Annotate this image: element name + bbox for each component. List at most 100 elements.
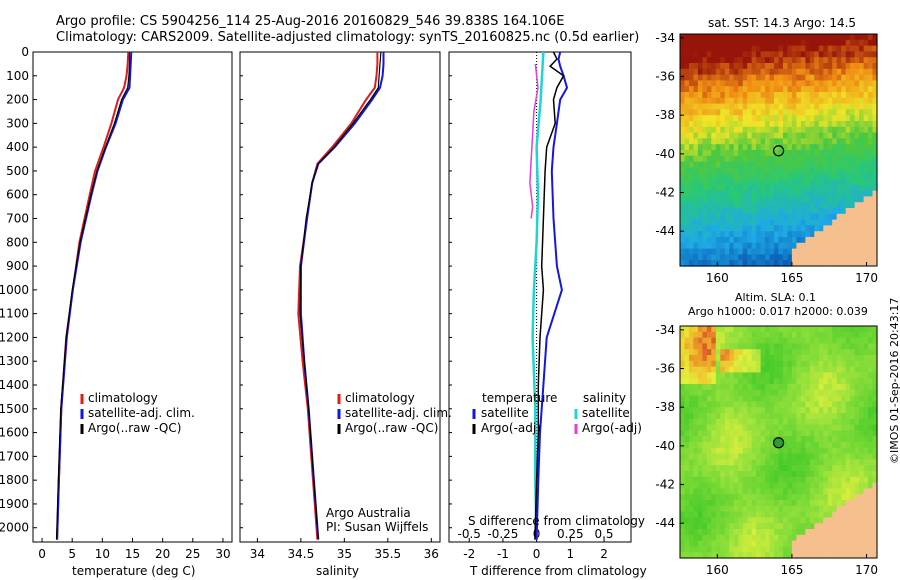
map-cell	[760, 202, 766, 209]
map-cell	[756, 103, 762, 110]
map-cell	[805, 57, 811, 64]
map-cell	[733, 523, 739, 530]
map-cell	[800, 80, 806, 87]
map-cell	[697, 196, 703, 203]
map-cell	[706, 219, 712, 226]
land-cell	[850, 511, 856, 518]
map-cell	[756, 534, 762, 542]
map-cell	[733, 97, 739, 105]
land-cell	[841, 260, 847, 267]
map-cell	[684, 331, 690, 339]
map-cell	[702, 51, 708, 58]
map-cell	[809, 459, 815, 466]
map-cell	[827, 155, 833, 163]
map-cell	[689, 395, 695, 402]
map-cell	[823, 115, 829, 122]
land-cell	[832, 242, 838, 250]
map-cell	[841, 86, 847, 93]
map-cell	[765, 196, 771, 203]
map-cell	[832, 453, 838, 460]
map-cell	[841, 453, 847, 460]
map-cell	[778, 150, 784, 157]
map-cell	[689, 231, 695, 238]
map-cell	[841, 115, 847, 122]
land-cell	[832, 552, 838, 559]
map-cell	[796, 331, 802, 339]
map-cell	[814, 161, 820, 168]
map-cell	[765, 395, 771, 402]
land-cell	[868, 260, 874, 267]
map-cell	[872, 326, 878, 333]
land-cell	[854, 500, 860, 507]
map-cell	[680, 173, 686, 180]
map-cell	[774, 378, 780, 385]
map-cell	[697, 360, 703, 368]
map-cell	[800, 529, 806, 536]
map-cell	[769, 115, 775, 122]
map-cell	[715, 511, 721, 518]
map-cell	[680, 552, 686, 559]
map-cell	[760, 103, 766, 110]
map-cell	[818, 144, 824, 151]
map-cell	[693, 68, 699, 76]
map-cell	[693, 260, 699, 267]
map-cell	[818, 366, 824, 373]
land-cell	[845, 254, 851, 261]
map-cell	[769, 517, 775, 524]
map-cell	[805, 494, 811, 501]
map-cell	[774, 500, 780, 507]
map-cell	[805, 39, 811, 47]
map-cell	[706, 471, 712, 478]
map-cell	[827, 500, 833, 507]
map-cell	[868, 389, 874, 397]
map-cell	[724, 465, 730, 472]
map-cell	[872, 51, 878, 58]
map-cell	[738, 92, 744, 99]
map-cell	[706, 372, 712, 379]
map-cell	[863, 103, 869, 110]
land-cell	[863, 196, 869, 203]
map-cell	[832, 144, 838, 151]
map-cell	[809, 167, 815, 174]
map-cell	[845, 360, 851, 368]
map-cell	[823, 413, 829, 420]
map-cell	[827, 430, 833, 437]
map-cell	[854, 184, 860, 192]
map-cell	[850, 366, 856, 373]
map-cell	[805, 231, 811, 238]
map-cell	[751, 442, 757, 449]
map-cell	[791, 190, 797, 197]
map-cell	[747, 68, 753, 76]
map-cell	[791, 150, 797, 157]
map-cell	[787, 126, 793, 134]
map-cell	[684, 161, 690, 168]
map-cell	[706, 511, 712, 518]
map-cell	[684, 349, 690, 356]
map-cell	[711, 488, 717, 495]
map-cell	[809, 523, 815, 530]
map-cell	[697, 378, 703, 385]
map-cell	[783, 63, 789, 70]
map-cell	[756, 167, 762, 174]
land-cell	[805, 242, 811, 250]
map-cell	[800, 511, 806, 518]
map-cell	[715, 39, 721, 47]
map-cell	[818, 326, 824, 333]
map-cell	[872, 355, 878, 362]
map-cell	[787, 349, 793, 356]
map-cell	[814, 453, 820, 460]
map-cell	[720, 355, 726, 362]
map-cell	[872, 132, 878, 139]
map-cell	[863, 115, 869, 122]
map-cell	[796, 121, 802, 128]
map-cell	[756, 476, 762, 484]
map-cell	[783, 179, 789, 186]
map-cell	[796, 150, 802, 157]
map-cell	[756, 132, 762, 139]
land-cell	[827, 260, 833, 267]
map-cell	[720, 372, 726, 379]
map-cell	[733, 74, 739, 81]
map-cell	[809, 488, 815, 495]
map-cell	[783, 92, 789, 99]
map-cell	[693, 523, 699, 530]
